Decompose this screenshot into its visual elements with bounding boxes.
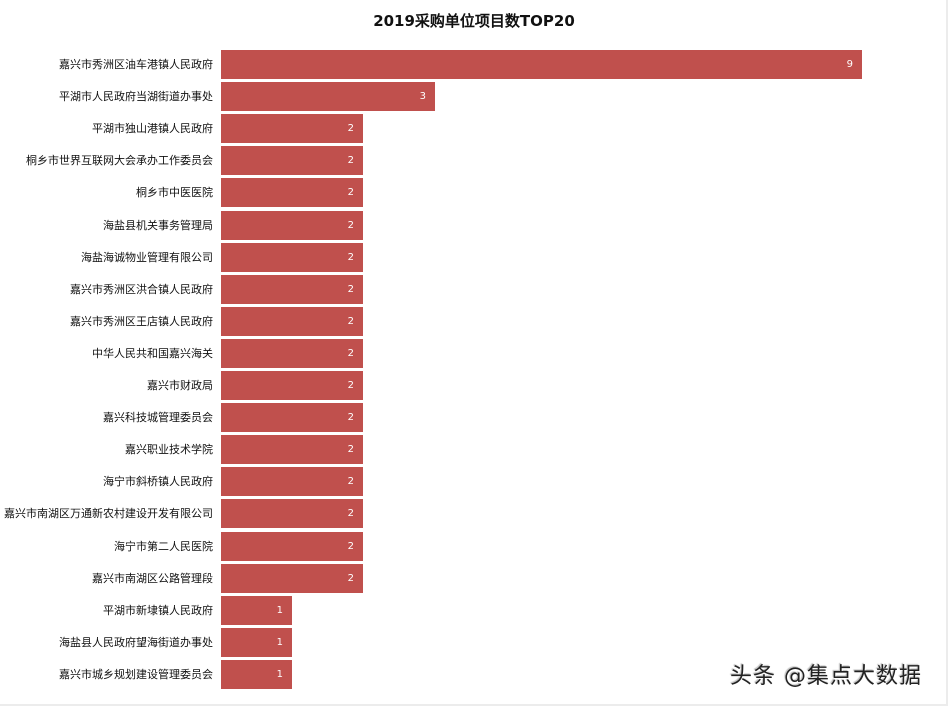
category-label: 嘉兴市财政局: [147, 379, 213, 392]
category-label: 嘉兴市秀洲区油车港镇人民政府: [59, 58, 213, 71]
bar[interactable]: 1: [221, 627, 292, 657]
data-label: 3: [419, 91, 426, 103]
bar-row: 嘉兴市南湖区公路管理段 2: [0, 563, 948, 593]
bar[interactable]: 2: [221, 146, 363, 176]
data-label: 2: [347, 123, 354, 135]
data-label: 2: [347, 572, 354, 584]
data-label: 2: [347, 155, 354, 167]
category-label: 平湖市新埭镇人民政府: [103, 603, 213, 617]
category-label: 海盐县人民政府望海街道办事处: [59, 635, 213, 649]
category-label: 嘉兴市秀洲区洪合镇人民政府: [70, 282, 213, 296]
bar[interactable]: 2: [221, 467, 363, 497]
bar[interactable]: 2: [221, 114, 363, 144]
category-label: 嘉兴市秀洲区王店镇人民政府: [70, 314, 213, 328]
bar-row: 海盐县机关事务管理局 2: [0, 210, 948, 240]
bar-row: 嘉兴市财政局 2: [0, 371, 948, 400]
bar-row: 嘉兴科技城管理委员会 2: [0, 403, 948, 433]
bar-row: 平湖市新埭镇人民政府 1: [0, 595, 948, 625]
category-label: 嘉兴科技城管理委员会: [103, 411, 213, 425]
bar[interactable]: 2: [221, 178, 363, 208]
bar[interactable]: 2: [221, 435, 363, 465]
bar[interactable]: 1: [221, 659, 292, 689]
data-label: 2: [347, 540, 354, 552]
category-label: 海盐县机关事务管理局: [103, 218, 213, 232]
data-label: 2: [347, 476, 354, 488]
data-label: 2: [347, 412, 354, 424]
category-label: 海宁市斜桥镇人民政府: [103, 475, 213, 489]
bar-row: 桐乡市中医医院 2: [0, 178, 948, 208]
bar-row: 平湖市人民政府当湖街道办事处 3: [0, 82, 948, 112]
category-label: 嘉兴市城乡规划建设管理委员会: [59, 667, 213, 681]
bar-row: 桐乡市世界互联网大会承办工作委员会 2: [0, 146, 948, 176]
bar-row: 中华人民共和国嘉兴海关 2: [0, 338, 948, 368]
category-label: 海盐海诚物业管理有限公司: [81, 250, 213, 264]
bar-row: 嘉兴市秀洲区洪合镇人民政府 2: [0, 274, 948, 304]
category-label: 嘉兴职业技术学院: [125, 443, 213, 457]
watermark: 头条 @集点大数据: [730, 664, 922, 689]
category-label: 海宁市第二人民医院: [114, 539, 213, 553]
chart-title: 2019采购单位项目数TOP20: [373, 12, 575, 30]
category-label: 桐乡市世界互联网大会承办工作委员会: [26, 154, 213, 168]
bar-row: 嘉兴市秀洲区王店镇人民政府 2: [0, 306, 948, 336]
category-label: 平湖市人民政府当湖街道办事处: [59, 90, 213, 104]
data-label: 2: [347, 283, 354, 295]
bar[interactable]: 2: [221, 531, 363, 561]
data-label: 2: [347, 251, 354, 263]
bar[interactable]: 2: [221, 210, 363, 240]
bar-row: 海宁市第二人民医院 2: [0, 531, 948, 561]
bar[interactable]: 2: [221, 563, 363, 593]
bar[interactable]: 2: [221, 274, 363, 304]
category-label: 嘉兴市南湖区公路管理段: [92, 571, 213, 585]
data-label: 1: [276, 604, 283, 616]
bar-row: 嘉兴职业技术学院 2: [0, 435, 948, 465]
bar-row: 海盐县人民政府望海街道办事处 1: [0, 627, 948, 657]
bar-row: 海盐海诚物业管理有限公司 2: [0, 242, 948, 272]
data-label: 2: [347, 187, 354, 199]
bar[interactable]: 2: [221, 403, 363, 433]
category-label: 中华人民共和国嘉兴海关: [92, 346, 213, 360]
bar[interactable]: 2: [221, 499, 363, 529]
data-label: 2: [347, 315, 354, 327]
data-label: 2: [347, 508, 354, 520]
bar[interactable]: 2: [221, 338, 363, 368]
bar[interactable]: 1: [221, 595, 292, 625]
bar-row: 嘉兴市南湖区万通新农村建设开发有限公司 2: [0, 499, 948, 529]
data-label: 1: [276, 668, 283, 680]
data-label: 2: [347, 444, 354, 456]
bar[interactable]: 2: [221, 371, 363, 400]
data-label: 2: [347, 219, 354, 231]
bar-row: 平湖市独山港镇人民政府 2: [0, 114, 948, 144]
data-label: 1: [276, 636, 283, 648]
data-label: 2: [347, 347, 354, 359]
bar[interactable]: 3: [221, 82, 435, 112]
bar-row: 嘉兴市城乡规划建设管理委员会 1: [0, 659, 948, 689]
bar[interactable]: 2: [221, 242, 363, 272]
bar-row: 海宁市斜桥镇人民政府 2: [0, 467, 948, 497]
bar-row: 嘉兴市秀洲区油车港镇人民政府 9: [0, 50, 948, 79]
category-label: 平湖市独山港镇人民政府: [92, 122, 213, 136]
bar[interactable]: 2: [221, 306, 363, 336]
data-label: 2: [347, 380, 354, 391]
category-label: 嘉兴市南湖区万通新农村建设开发有限公司: [4, 507, 213, 521]
category-label: 桐乡市中医医院: [136, 186, 213, 200]
bar[interactable]: 9: [221, 50, 862, 79]
data-label: 9: [846, 59, 853, 70]
